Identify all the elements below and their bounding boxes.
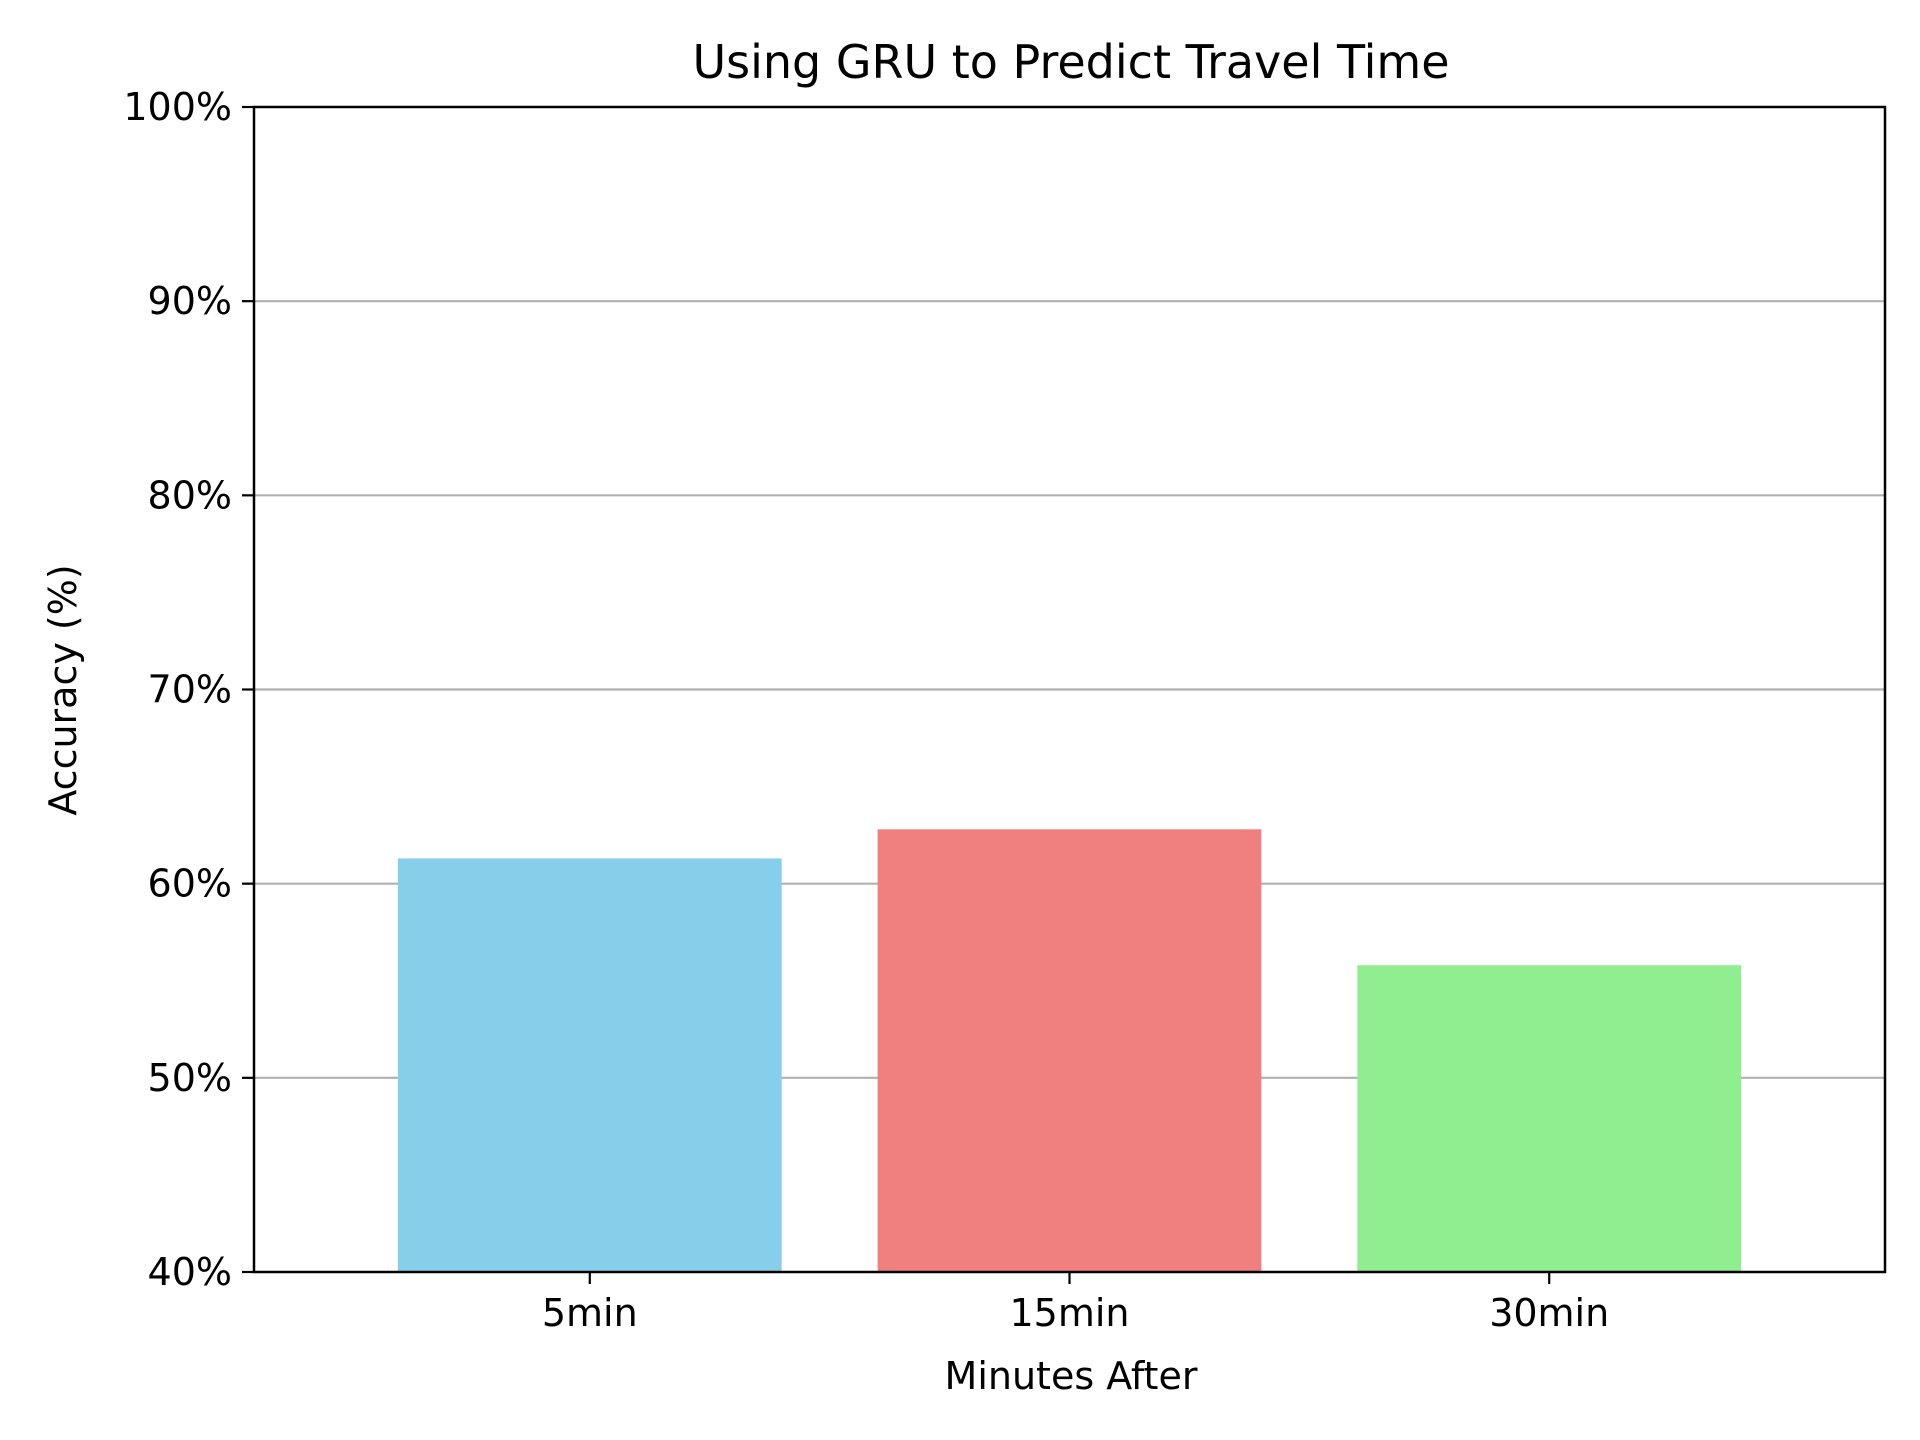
x-axis-ticks: 5min 15min 30min (542, 1272, 1609, 1335)
chart-title: Using GRU to Predict Travel Time (692, 35, 1449, 89)
bar-5min (397, 858, 782, 1272)
x-tick-label: 5min (542, 1291, 638, 1335)
bars (397, 829, 1742, 1272)
y-tick-label: 70% (148, 668, 232, 712)
x-tick-label: 30min (1489, 1291, 1609, 1335)
y-tick-label: 60% (148, 862, 232, 906)
bar-30min (1357, 965, 1742, 1272)
y-axis-label: Accuracy (%) (41, 564, 85, 815)
x-axis-label: Minutes After (945, 1354, 1198, 1398)
y-axis-ticks: 40% 50% 60% 70% 80% 90% 100% (123, 85, 254, 1294)
y-tick-label: 80% (148, 473, 232, 517)
y-tick-label: 90% (148, 279, 232, 323)
y-tick-label: 100% (123, 85, 232, 129)
x-tick-label: 15min (1009, 1291, 1129, 1335)
bar-15min (877, 829, 1262, 1272)
y-tick-label: 50% (148, 1056, 232, 1100)
y-tick-label: 40% (148, 1250, 232, 1294)
